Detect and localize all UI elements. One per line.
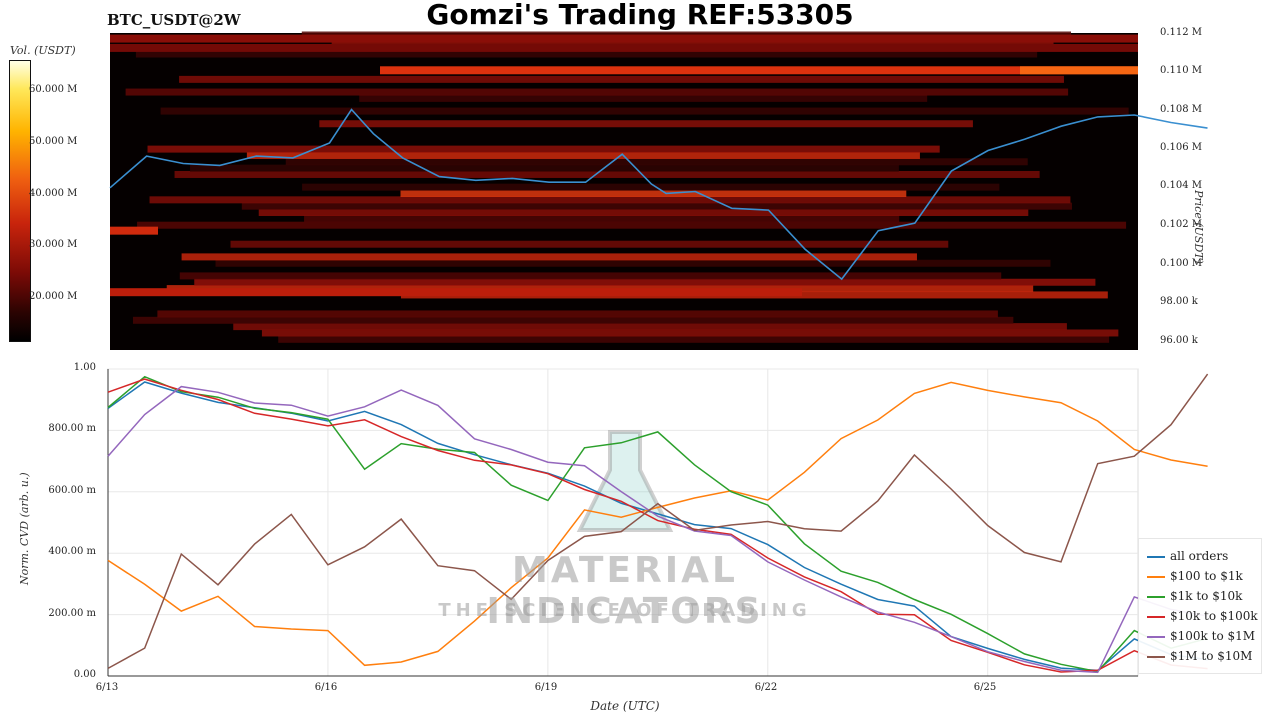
legend-item: $10k to $100k bbox=[1147, 609, 1258, 623]
colorbar-tick: 50.000 M bbox=[29, 136, 78, 147]
legend: all orders $100 to $1k $1k to $10k $10k … bbox=[1138, 538, 1262, 674]
heatmap-band bbox=[359, 94, 928, 102]
heatmap-band bbox=[380, 66, 1138, 75]
cvd-tick: 1.00 bbox=[73, 362, 96, 373]
date-tick: 6/22 bbox=[754, 682, 778, 693]
legend-label: $1M to $10M bbox=[1170, 649, 1253, 663]
symbol-label: BTC_USDT@2W bbox=[107, 11, 241, 29]
price-tick: 0.108 M bbox=[1160, 104, 1203, 115]
legend-label: $100 to $1k bbox=[1170, 569, 1243, 583]
heatmap-band bbox=[110, 226, 158, 235]
heatmap-band bbox=[179, 272, 1002, 280]
heatmap-band bbox=[190, 164, 899, 172]
price-tick: 98.00 k bbox=[1160, 296, 1198, 307]
heatmap-band bbox=[1020, 66, 1138, 75]
series-line--100k-to-1m bbox=[107, 385, 1208, 674]
heatmap-band bbox=[174, 170, 1040, 178]
heatmap-band bbox=[179, 75, 1064, 83]
date-tick: 6/13 bbox=[95, 682, 119, 693]
series-line--1k-to-10k bbox=[107, 375, 1208, 673]
colorbar-tick: 60.000 M bbox=[29, 84, 78, 95]
heatmap-band bbox=[135, 50, 1038, 58]
heatmap-band bbox=[149, 196, 1071, 204]
price-line bbox=[109, 108, 1208, 281]
heatmap-band bbox=[157, 310, 998, 318]
heatmap-band bbox=[285, 158, 1028, 166]
heatmap-band bbox=[160, 107, 1129, 115]
colorbar bbox=[9, 60, 31, 342]
legend-swatch bbox=[1147, 655, 1165, 658]
heatmap-band bbox=[147, 145, 940, 153]
colorbar-tick: 20.000 M bbox=[29, 291, 78, 302]
legend-swatch bbox=[1147, 575, 1165, 578]
price-tick: 96.00 k bbox=[1160, 335, 1198, 346]
heatmap-band bbox=[181, 253, 917, 261]
heatmap-band bbox=[110, 43, 1138, 52]
heatmap-band bbox=[132, 316, 1014, 324]
legend-label: $1k to $10k bbox=[1170, 589, 1243, 603]
heatmap-band bbox=[302, 183, 1000, 191]
heatmap-band bbox=[230, 240, 949, 248]
legend-swatch bbox=[1147, 635, 1165, 638]
legend-label: all orders bbox=[1170, 549, 1229, 563]
price-tick: 0.102 M bbox=[1160, 219, 1203, 230]
cvd-tick: 0.00 bbox=[73, 669, 96, 680]
heatmap-band bbox=[215, 259, 1051, 267]
heatmap-band bbox=[110, 288, 802, 297]
heatmap-band bbox=[110, 34, 1138, 43]
colorbar-tick: 30.000 M bbox=[29, 239, 78, 250]
heatmap-band bbox=[319, 120, 973, 128]
heatmap-band bbox=[137, 221, 1127, 229]
legend-item: $1M to $10M bbox=[1147, 649, 1252, 663]
date-tick: 6/16 bbox=[314, 682, 338, 693]
heatmap-band bbox=[246, 151, 920, 159]
price-tick: 0.112 M bbox=[1160, 27, 1203, 38]
heatmap-band bbox=[194, 278, 1096, 286]
legend-item: $100 to $1k bbox=[1147, 569, 1243, 583]
cvd-panel bbox=[107, 368, 1139, 677]
price-tick: 0.110 M bbox=[1160, 65, 1203, 76]
watermark-subtitle: THE SCIENCE OF TRADING bbox=[438, 600, 812, 621]
heatmap-band bbox=[241, 202, 1072, 210]
cvd-tick: 200.00 m bbox=[48, 608, 96, 619]
heatmap-band bbox=[125, 88, 1069, 96]
heatmap-band bbox=[233, 323, 1067, 331]
legend-item: all orders bbox=[1147, 549, 1228, 563]
watermark-title: MATERIAL INDICATORS bbox=[486, 550, 764, 632]
date-tick: 6/25 bbox=[973, 682, 997, 693]
legend-item: $100k to $1M bbox=[1147, 629, 1255, 643]
legend-swatch bbox=[1147, 595, 1165, 598]
legend-item: $1k to $10k bbox=[1147, 589, 1242, 603]
price-tick: 0.104 M bbox=[1160, 180, 1203, 191]
legend-swatch bbox=[1147, 555, 1165, 558]
chart-title: Gomzi's Trading REF:53305 bbox=[426, 0, 854, 31]
legend-swatch bbox=[1147, 615, 1165, 618]
heatmap-band bbox=[400, 189, 907, 197]
heatmap-band bbox=[258, 209, 1029, 217]
legend-label: $100k to $1M bbox=[1170, 629, 1256, 643]
heatmap-band bbox=[278, 335, 1110, 343]
colorbar-title: Vol. (USDT) bbox=[10, 44, 76, 57]
series-line--100-to-1k bbox=[107, 381, 1208, 667]
price-tick: 0.106 M bbox=[1160, 142, 1203, 153]
x-axis-label: Date (UTC) bbox=[590, 699, 660, 713]
colorbar-tick: 40.000 M bbox=[29, 188, 78, 199]
price-tick: 0.100 M bbox=[1160, 258, 1203, 269]
cvd-tick: 600.00 m bbox=[48, 485, 96, 496]
cvd-tick: 800.00 m bbox=[48, 423, 96, 434]
series-line--1m-to-10m bbox=[107, 373, 1209, 670]
heatmap-band bbox=[261, 329, 1119, 337]
cvd-tick: 400.00 m bbox=[48, 546, 96, 557]
heatmap-band bbox=[304, 215, 900, 223]
flask-logo-icon bbox=[576, 430, 674, 532]
date-tick: 6/19 bbox=[534, 682, 558, 693]
legend-label: $10k to $100k bbox=[1170, 609, 1258, 623]
series-line--10k-to-100k bbox=[107, 378, 1208, 673]
